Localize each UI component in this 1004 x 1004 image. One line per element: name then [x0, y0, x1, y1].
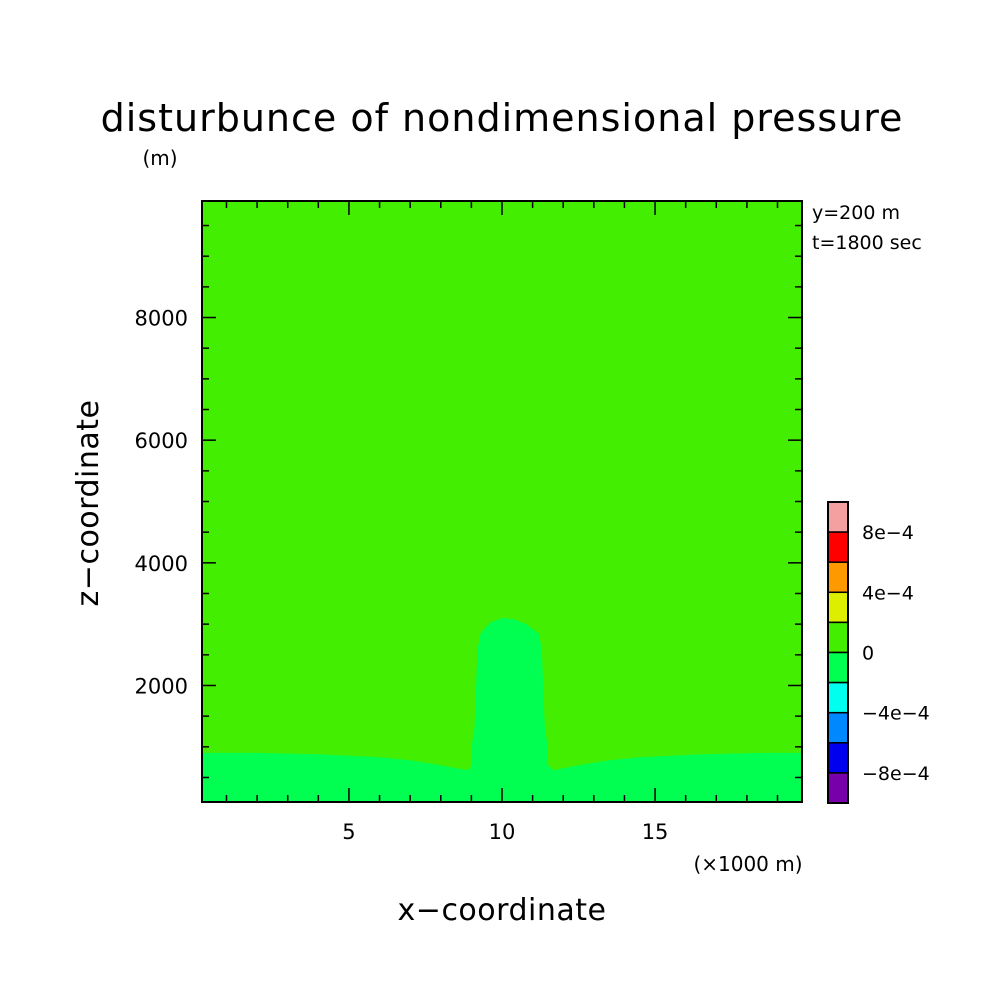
colorbar-level — [827, 501, 849, 533]
y-tick-label: 6000 — [135, 429, 188, 453]
colorbar-level — [827, 531, 849, 563]
plot-area: 5 10 15 2000 4000 6000 8000 — [135, 200, 803, 844]
y-tick-label: 4000 — [135, 552, 188, 576]
colorbar-level — [827, 711, 849, 744]
colorbar-label: 4e−4 — [862, 582, 914, 604]
colorbar-frame — [827, 501, 849, 804]
colorbar-level — [827, 742, 849, 774]
colorbar-level — [827, 591, 849, 624]
info-y-label: y=200 m — [812, 202, 900, 224]
y-tick-label: 8000 — [135, 307, 188, 331]
chart-title: disturbunce of nondimensional pressure — [101, 96, 904, 140]
info-t-label: t=1800 sec — [812, 232, 922, 254]
colorbar-label: 8e−4 — [862, 522, 914, 544]
y-axis-label: z−coordinate — [71, 400, 106, 607]
x-tick-label: 5 — [342, 820, 355, 844]
colorbar-label: 0 — [862, 643, 874, 665]
x-unit-label: (×1000 m) — [693, 852, 802, 876]
x-tick-label: 15 — [642, 820, 669, 844]
colorbar: 8e−4 4e−4 0 −4e−4 −8e−4 — [827, 501, 930, 804]
colorbar-label: −8e−4 — [862, 763, 930, 785]
y-tick-label: 2000 — [135, 674, 188, 698]
x-axis-label: x−coordinate — [398, 893, 607, 928]
x-tick-label: 10 — [489, 820, 516, 844]
colorbar-label: −4e−4 — [862, 703, 930, 725]
colorbar-level — [827, 621, 849, 654]
z-unit-label: (m) — [142, 146, 177, 170]
colorbar-level — [827, 651, 849, 684]
colorbar-level — [827, 681, 849, 714]
colorbar-level — [827, 561, 849, 594]
field-contour-region — [202, 618, 802, 802]
colorbar-level — [827, 772, 849, 804]
